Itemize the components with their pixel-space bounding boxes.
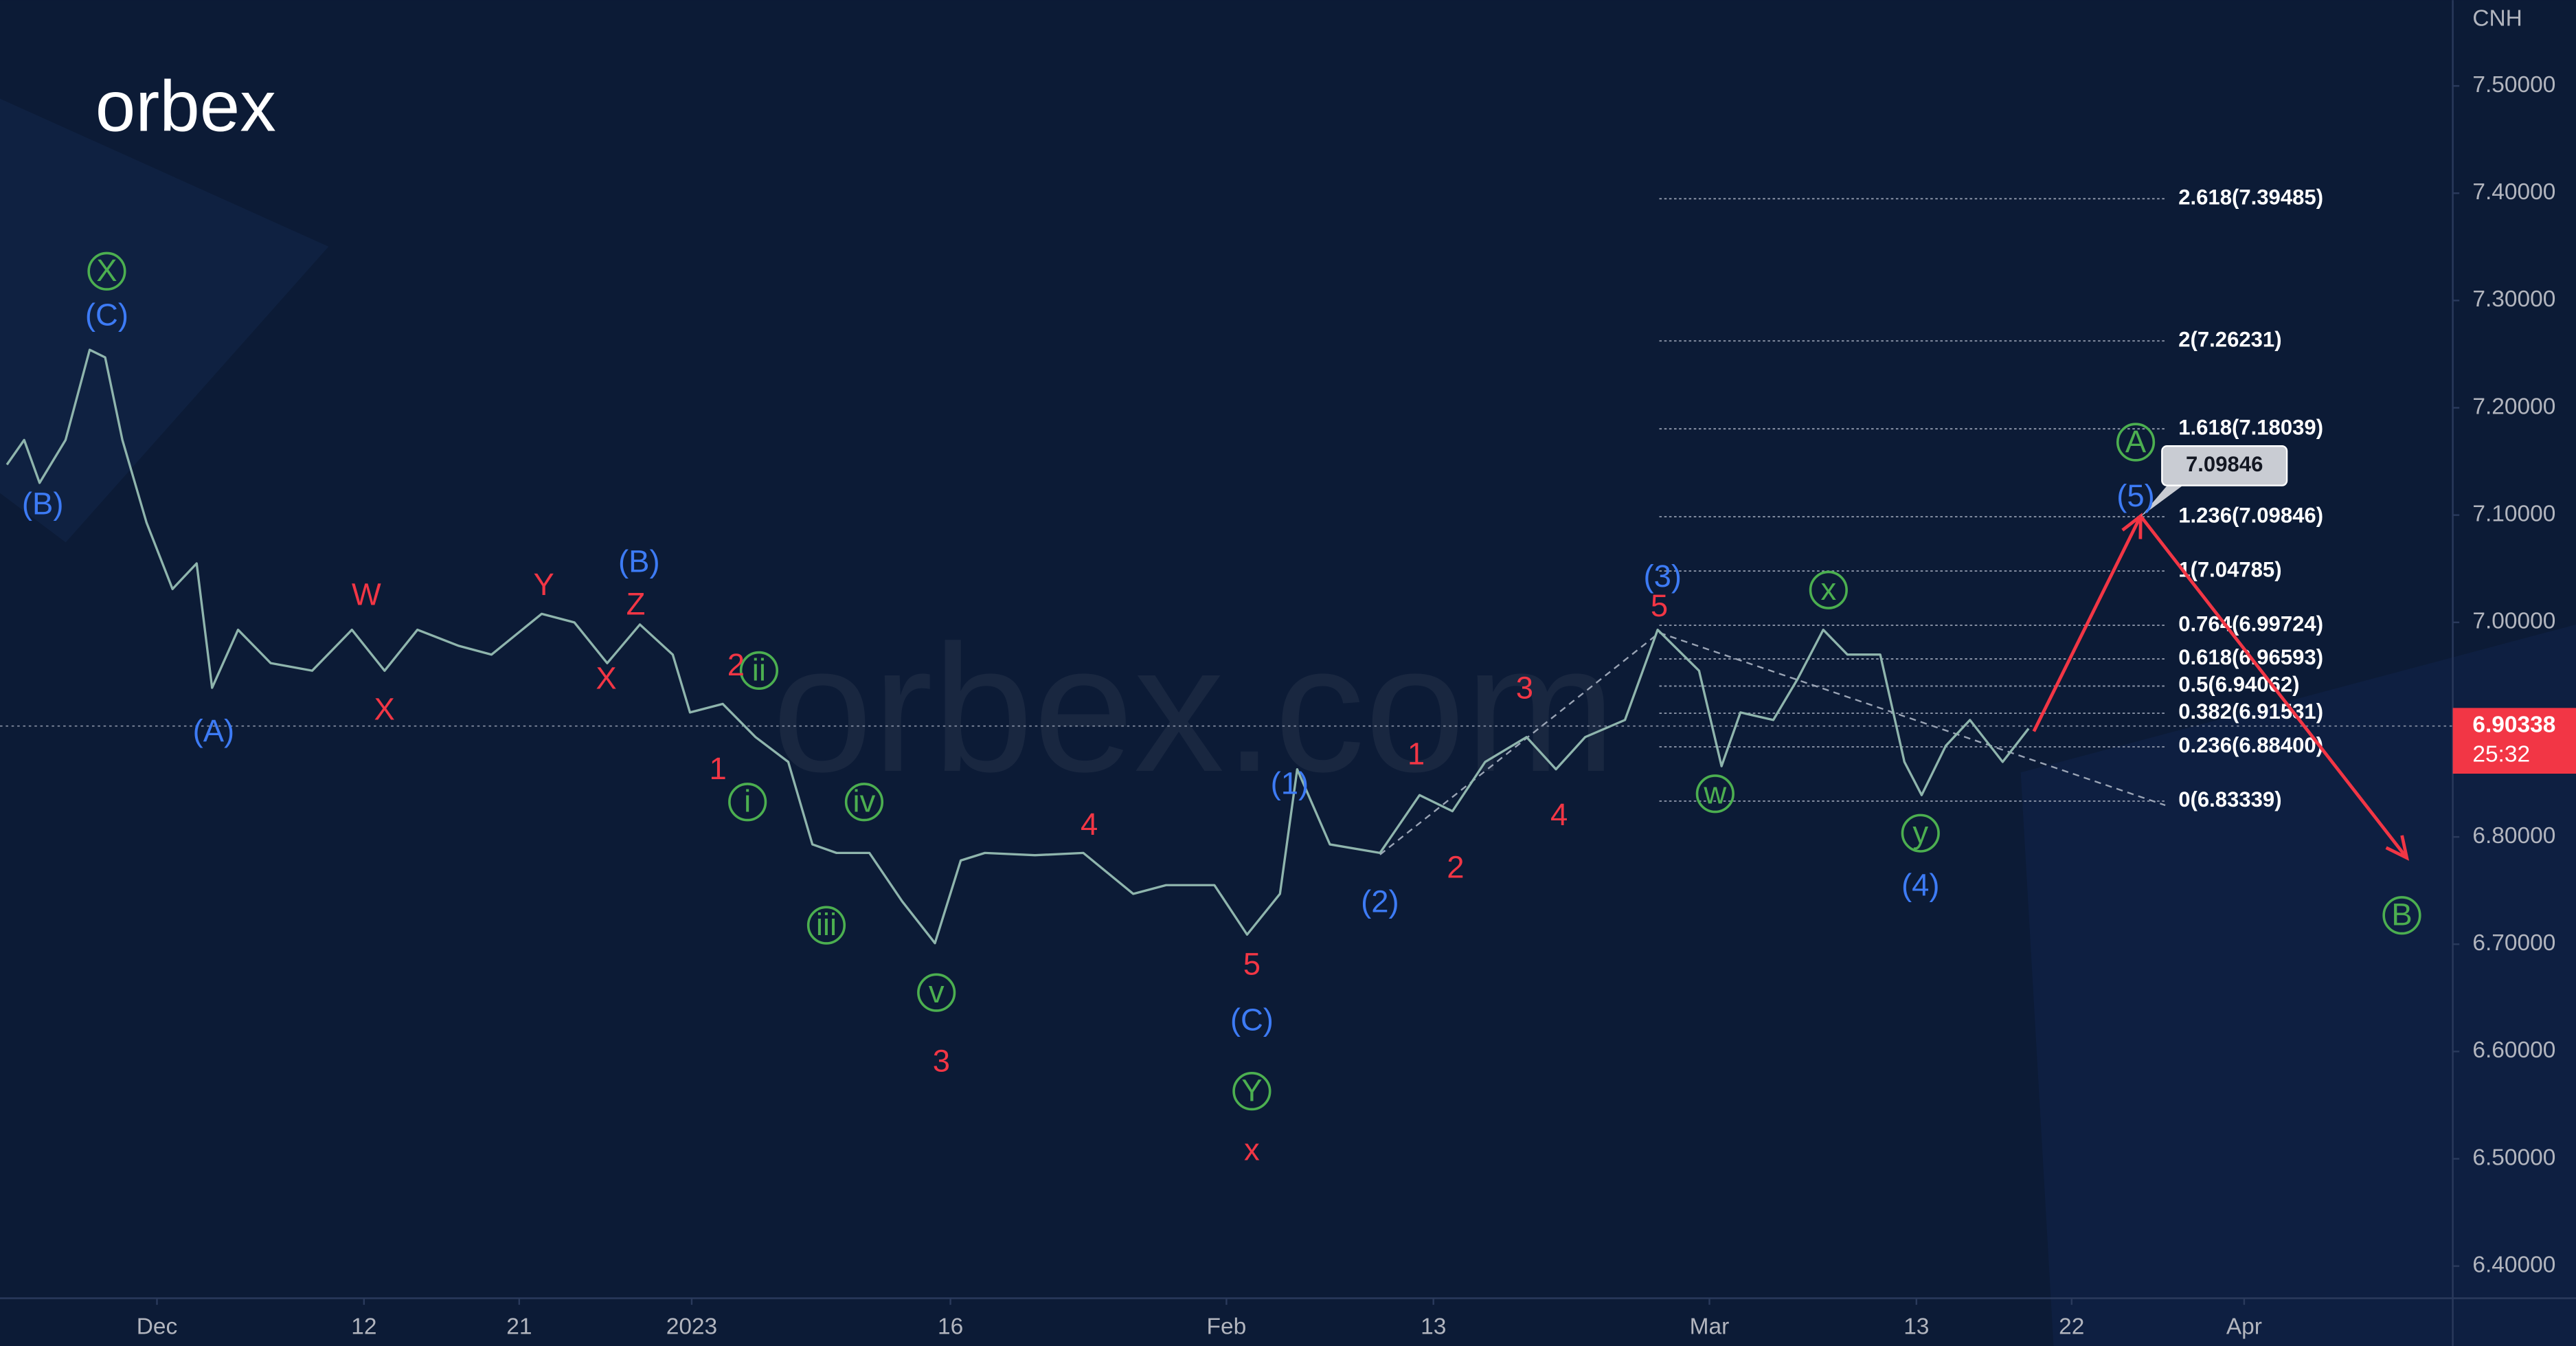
- wave-circle: [1809, 570, 1848, 609]
- last-price-label: 6.90338: [2472, 712, 2555, 737]
- wave-label: W: [352, 576, 381, 612]
- wave-label: Y: [1241, 1073, 1262, 1108]
- wave-label: (C): [85, 298, 128, 333]
- wave-label: iv: [853, 784, 876, 819]
- trend-line: [1379, 631, 1660, 855]
- x-tick-label: 16: [938, 1314, 963, 1339]
- wave-circle: [806, 906, 846, 945]
- wave-label: (3): [1644, 559, 1682, 594]
- decor: [2020, 624, 2576, 1346]
- y-tick-label: 6.80000: [2472, 823, 2555, 849]
- wave-circle: [2116, 423, 2156, 462]
- forecast-arrow: [2032, 515, 2143, 732]
- callout-pointer: [2140, 484, 2185, 517]
- wave-circle: [844, 783, 884, 822]
- wave-label: Z: [626, 587, 646, 622]
- y-tick-label: 6.60000: [2472, 1037, 2555, 1063]
- wave-label: x: [1244, 1132, 1260, 1167]
- wave-label: A: [2125, 424, 2147, 459]
- symbol: CNH: [2472, 6, 2522, 32]
- wave-label: 5: [1651, 588, 1668, 623]
- wave-label: X: [596, 660, 616, 695]
- wave-label: (5): [2116, 478, 2155, 513]
- wave-circle: [2382, 896, 2421, 935]
- wave-label: x: [1820, 572, 1836, 607]
- wave-label: (4): [1901, 868, 1940, 903]
- wave-label: (1): [1271, 765, 1309, 800]
- fib-label: 2(7.26231): [2178, 327, 2281, 351]
- fib-label: 1.618(7.18039): [2178, 415, 2323, 439]
- x-tick-label: Dec: [137, 1314, 178, 1339]
- wave-label: 4: [1081, 807, 1098, 842]
- wave-label: B: [2391, 897, 2412, 932]
- trend-line: [1659, 631, 2166, 807]
- logo: orbex: [95, 67, 276, 147]
- wave-label: ii: [752, 652, 766, 687]
- x-tick-label: 2023: [666, 1314, 717, 1339]
- x-tick-label: Mar: [1690, 1314, 1730, 1339]
- fib-label: 1(7.04785): [2178, 557, 2281, 581]
- x-tick-label: 12: [351, 1314, 376, 1339]
- y-tick-label: 7.00000: [2472, 609, 2555, 634]
- y-tick-label: 7.20000: [2472, 394, 2555, 419]
- x-tick-label: 13: [1421, 1314, 1446, 1339]
- y-tick-label: 7.30000: [2472, 287, 2555, 312]
- wave-label: i: [744, 784, 751, 819]
- wave-label: (A): [193, 713, 235, 748]
- wave-label: y: [1912, 815, 1928, 850]
- y-tick-label: 6.50000: [2472, 1145, 2555, 1170]
- wave-circle: [728, 783, 767, 822]
- wave-label: 3: [1516, 671, 1533, 706]
- wave-label: 5: [1243, 946, 1261, 981]
- wave-label: (2): [1361, 884, 1399, 919]
- y-tick-label: 6.70000: [2472, 930, 2555, 956]
- watermark: orbex.com: [772, 607, 1616, 809]
- wave-circle: [1695, 774, 1735, 814]
- wave-label: 2: [1447, 849, 1464, 884]
- wave-label: 4: [1550, 797, 1568, 832]
- wave-label: X: [96, 253, 117, 288]
- price-line: [5, 348, 2030, 945]
- fib-label: 0.236(6.88400): [2178, 733, 2323, 757]
- wave-label: X: [374, 692, 394, 727]
- wave-label: 1: [709, 751, 726, 786]
- wave-label: v: [929, 974, 945, 1009]
- x-tick-label: 21: [506, 1314, 532, 1339]
- wave-label: Y: [533, 567, 554, 602]
- forecast-arrow: [2139, 515, 2408, 860]
- wave-label: 3: [933, 1044, 950, 1079]
- wave-label: (B): [618, 543, 660, 579]
- fib-label: 0.764(6.99724): [2178, 612, 2323, 636]
- x-tick-label: 22: [2059, 1314, 2084, 1339]
- wave-label: 1: [1408, 736, 1425, 771]
- fib-label: 0(6.83339): [2178, 787, 2281, 811]
- countdown: 25:32: [2472, 742, 2530, 767]
- last-price-tag: [2452, 708, 2576, 774]
- fib-label: 2.618(7.39485): [2178, 185, 2323, 209]
- y-tick-label: 6.40000: [2472, 1252, 2555, 1277]
- fib-label: 0.5(6.94062): [2178, 673, 2299, 697]
- wave-circle: [917, 973, 956, 1012]
- fib-label: 1.236(7.09846): [2178, 503, 2323, 527]
- wave-label: 2: [727, 647, 745, 682]
- wave-label: iii: [816, 907, 837, 942]
- x-tick-label: Feb: [1207, 1314, 1247, 1339]
- wave-circle: [87, 251, 126, 291]
- wave-label: (B): [22, 486, 64, 521]
- y-tick-label: 7.10000: [2472, 501, 2555, 526]
- wave-circle: [1901, 814, 1940, 853]
- x-tick-label: 13: [1903, 1314, 1929, 1339]
- wave-circle: [739, 651, 779, 691]
- x-tick-label: Apr: [2226, 1314, 2262, 1339]
- arrow-head: [2385, 835, 2410, 861]
- callout-label: 7.09846: [2186, 452, 2263, 476]
- callout-box: [2161, 445, 2288, 486]
- y-tick-label: 7.40000: [2472, 179, 2555, 205]
- y-tick-label: 7.50000: [2472, 72, 2555, 98]
- wave-circle: [1232, 1072, 1272, 1111]
- wave-label: (C): [1230, 1002, 1274, 1037]
- wave-label: w: [1703, 776, 1726, 811]
- decor: [0, 98, 329, 543]
